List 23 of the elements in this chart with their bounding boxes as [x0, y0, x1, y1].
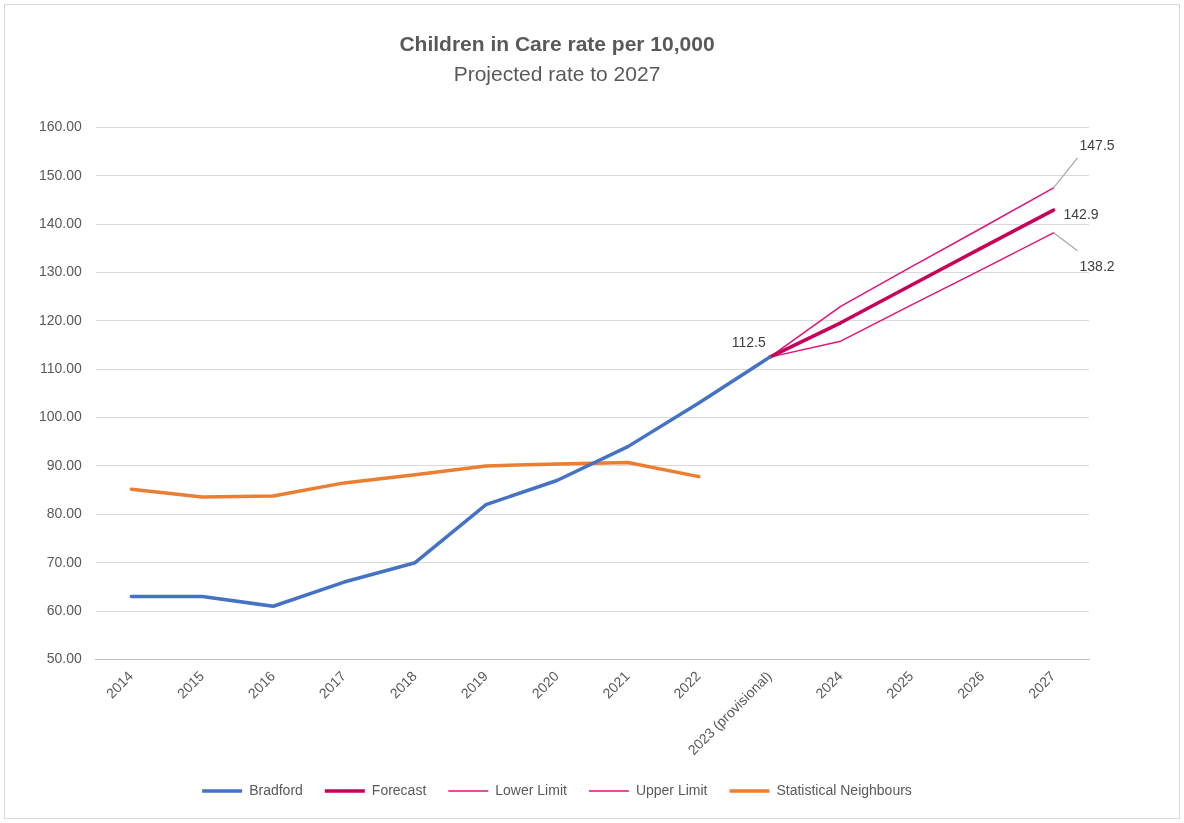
y-tick-label: 50.00	[46, 650, 83, 667]
legend-label: Upper Limit	[635, 781, 708, 798]
legend-label: Statistical Neighbours	[776, 781, 912, 798]
y-tick-label: 100.00	[38, 408, 83, 425]
y-tick-label: 70.00	[46, 553, 83, 570]
y-tick-label: 130.00	[38, 263, 83, 280]
y-tick-label: 120.00	[38, 311, 83, 328]
data-label: 138.2	[1079, 257, 1115, 274]
legend-label: Lower Limit	[495, 781, 567, 798]
legend-label: Bradford	[249, 781, 303, 798]
data-label: 112.5	[731, 334, 766, 350]
y-tick-label: 80.00	[46, 505, 83, 522]
y-tick-label: 160.00	[38, 118, 83, 135]
y-tick-label: 140.00	[38, 214, 83, 231]
y-tick-label: 60.00	[46, 601, 83, 618]
y-tick-label: 90.00	[46, 456, 83, 473]
chart-subtitle: Projected rate to 2027	[453, 61, 661, 85]
legend-label: Forecast	[371, 781, 427, 798]
y-tick-label: 110.00	[40, 360, 83, 377]
y-tick-label: 150.00	[38, 166, 83, 183]
data-label: 147.5	[1079, 136, 1115, 153]
data-label: 142.9	[1063, 205, 1099, 222]
chart-title: Children in Care rate per 10,000	[399, 32, 715, 56]
